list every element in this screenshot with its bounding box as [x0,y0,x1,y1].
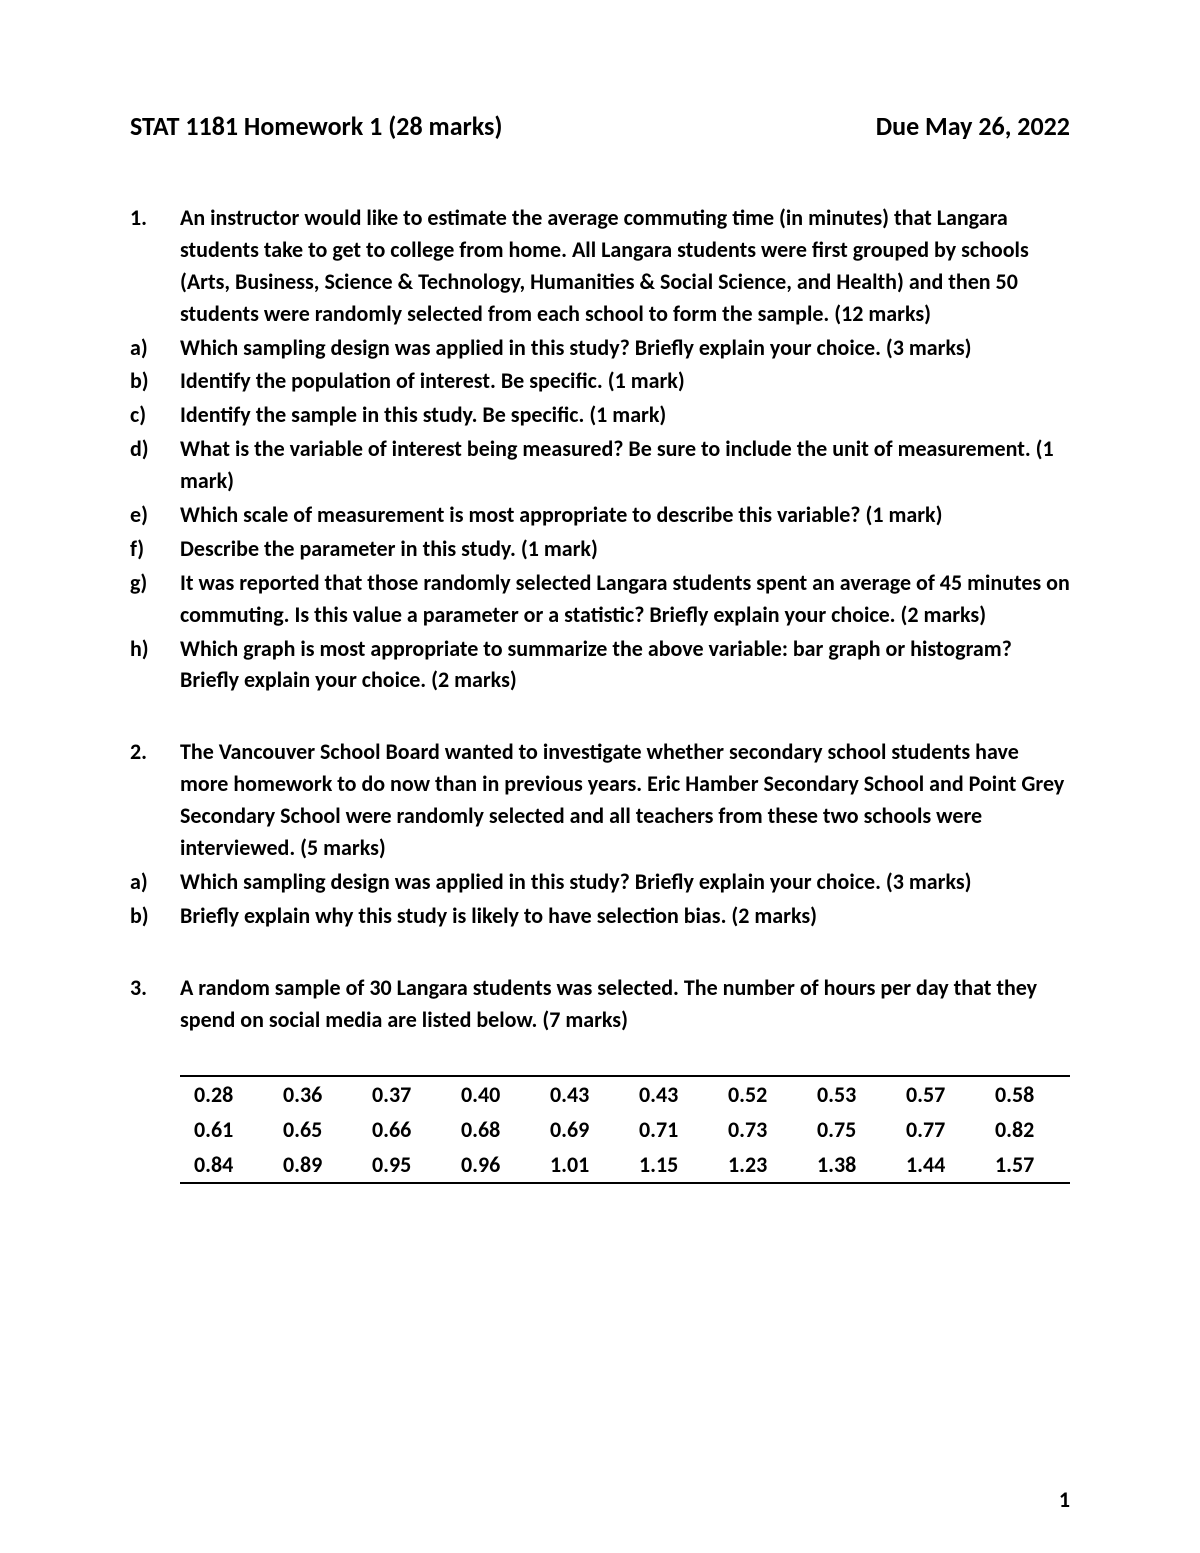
table-cell: 0.58 [981,1076,1070,1112]
subquestion-text: Which sampling design was applied in thi… [180,866,1070,898]
subquestion-text: Which scale of measurement is most appro… [180,499,1070,531]
table-cell: 0.53 [803,1076,892,1112]
table-cell: 0.69 [536,1112,625,1147]
subquestion-item: a)Which sampling design was applied in t… [130,332,1070,364]
question-block: 2.The Vancouver School Board wanted to i… [130,736,1070,931]
page-number: 1 [1059,1486,1070,1513]
subquestion-text: Which graph is most appropriate to summa… [180,633,1070,697]
subquestion-item: d)What is the variable of interest being… [130,433,1070,497]
subquestion-text: Briefly explain why this study is likely… [180,900,1070,932]
subquestion-item: a)Which sampling design was applied in t… [130,866,1070,898]
table-cell: 1.15 [625,1147,714,1183]
subquestion-label: e) [130,499,180,531]
table-cell: 0.75 [803,1112,892,1147]
table-cell: 0.40 [447,1076,536,1112]
subquestion-label: g) [130,567,180,599]
question-text: An instructor would like to estimate the… [180,202,1070,330]
table-cell: 0.89 [269,1147,358,1183]
question-item: 2.The Vancouver School Board wanted to i… [130,736,1070,864]
subquestion-label: d) [130,433,180,465]
table-cell: 0.61 [180,1112,269,1147]
header-title-left: STAT 1181 Homework 1 (28 marks) [130,110,503,142]
subquestion-label: b) [130,900,180,932]
subquestion-label: h) [130,633,180,665]
data-table: 0.280.360.370.400.430.430.520.530.570.58… [180,1075,1070,1184]
table-cell: 0.37 [358,1076,447,1112]
table-cell: 0.66 [358,1112,447,1147]
subquestion-item: h)Which graph is most appropriate to sum… [130,633,1070,697]
question-item: 3.A random sample of 30 Langara students… [130,972,1070,1036]
table-cell: 0.73 [714,1112,803,1147]
table-row: 0.280.360.370.400.430.430.520.530.570.58 [180,1076,1070,1112]
table-cell: 1.57 [981,1147,1070,1183]
question-block: 1.An instructor would like to estimate t… [130,202,1070,696]
question-block: 3.A random sample of 30 Langara students… [130,972,1070,1036]
table-cell: 1.01 [536,1147,625,1183]
question-item: 1.An instructor would like to estimate t… [130,202,1070,330]
header: STAT 1181 Homework 1 (28 marks) Due May … [130,110,1070,142]
question-label: 1. [130,202,180,234]
table-cell: 0.43 [536,1076,625,1112]
table-cell: 0.82 [981,1112,1070,1147]
subquestion-label: f) [130,533,180,565]
table-cell: 0.57 [892,1076,981,1112]
question-label: 3. [130,972,180,1004]
table-cell: 0.84 [180,1147,269,1183]
question-label: 2. [130,736,180,768]
questions-container: 1.An instructor would like to estimate t… [130,202,1070,1035]
table-cell: 0.71 [625,1112,714,1147]
document-page: STAT 1181 Homework 1 (28 marks) Due May … [0,0,1200,1553]
subquestion-label: b) [130,365,180,397]
table-cell: 1.23 [714,1147,803,1183]
question-text: A random sample of 30 Langara students w… [180,972,1070,1036]
table-cell: 0.96 [447,1147,536,1183]
table-cell: 0.68 [447,1112,536,1147]
subquestion-label: a) [130,332,180,364]
subquestion-text: Identify the sample in this study. Be sp… [180,399,1070,431]
table-cell: 0.36 [269,1076,358,1112]
table-cell: 1.38 [803,1147,892,1183]
subquestion-item: c)Identify the sample in this study. Be … [130,399,1070,431]
subquestion-text: Identify the population of interest. Be … [180,365,1070,397]
subquestion-text: What is the variable of interest being m… [180,433,1070,497]
table-cell: 0.77 [892,1112,981,1147]
table-cell: 0.28 [180,1076,269,1112]
subquestion-label: a) [130,866,180,898]
table-cell: 0.65 [269,1112,358,1147]
subquestion-text: It was reported that those randomly sele… [180,567,1070,631]
subquestion-text: Describe the parameter in this study. (1… [180,533,1070,565]
table-cell: 0.95 [358,1147,447,1183]
subquestion-item: f)Describe the parameter in this study. … [130,533,1070,565]
subquestion-item: e)Which scale of measurement is most app… [130,499,1070,531]
subquestion-item: g)It was reported that those randomly se… [130,567,1070,631]
table-row: 0.840.890.950.961.011.151.231.381.441.57 [180,1147,1070,1183]
subquestion-label: c) [130,399,180,431]
subquestion-item: b)Identify the population of interest. B… [130,365,1070,397]
subquestion-text: Which sampling design was applied in thi… [180,332,1070,364]
table-cell: 0.43 [625,1076,714,1112]
table-row: 0.610.650.660.680.690.710.730.750.770.82 [180,1112,1070,1147]
header-title-right: Due May 26, 2022 [876,110,1070,142]
table-cell: 0.52 [714,1076,803,1112]
table-cell: 1.44 [892,1147,981,1183]
question-text: The Vancouver School Board wanted to inv… [180,736,1070,864]
subquestion-item: b)Briefly explain why this study is like… [130,900,1070,932]
